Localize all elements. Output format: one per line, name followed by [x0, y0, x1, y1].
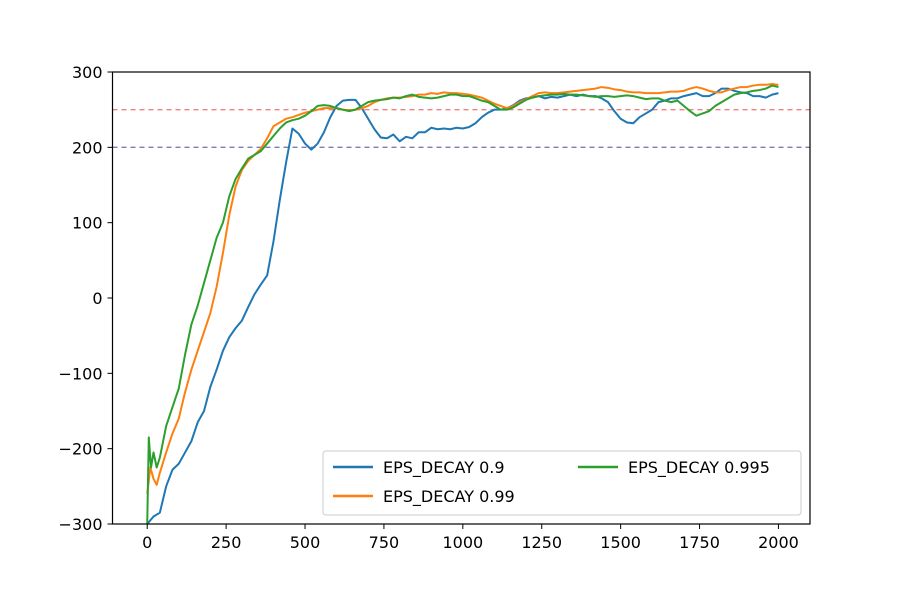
y-tick-label: 200 — [72, 138, 103, 157]
x-tick-label: 2000 — [758, 533, 799, 552]
legend: EPS_DECAY 0.9 EPS_DECAY 0.99 EPS_DECAY 0.9… — [322, 450, 802, 516]
legend-label-1: EPS_DECAY 0.9 — [383, 458, 505, 478]
series-layer — [146, 83, 779, 524]
x-axis: 0 250 500 750 1000 1250 1500 1750 2000 — [142, 524, 799, 552]
x-tick-label: 750 — [369, 533, 400, 552]
x-tick-label: 500 — [290, 533, 321, 552]
x-tick-label: 0 — [142, 533, 152, 552]
x-tick-label: 1500 — [600, 533, 641, 552]
y-axis: −300 −200 −100 0 100 200 300 — [59, 63, 113, 534]
y-tick-label: −100 — [59, 364, 103, 383]
x-tick-label: 250 — [211, 533, 242, 552]
legend-label-3: EPS_DECAY 0.995 — [628, 458, 770, 478]
y-tick-label: −200 — [59, 440, 103, 459]
y-tick-label: 300 — [72, 63, 103, 82]
y-tick-label: 0 — [92, 289, 102, 308]
series-line-3 — [146, 84, 779, 524]
x-tick-label: 1000 — [442, 533, 483, 552]
y-tick-label: 100 — [72, 214, 103, 233]
legend-label-2: EPS_DECAY 0.99 — [383, 487, 515, 507]
x-tick-label: 1750 — [679, 533, 720, 552]
x-tick-label: 1250 — [521, 533, 562, 552]
series-line-2 — [146, 83, 779, 494]
legend-box — [322, 450, 802, 516]
series-line-1 — [146, 87, 779, 524]
y-tick-label: −300 — [59, 515, 103, 534]
